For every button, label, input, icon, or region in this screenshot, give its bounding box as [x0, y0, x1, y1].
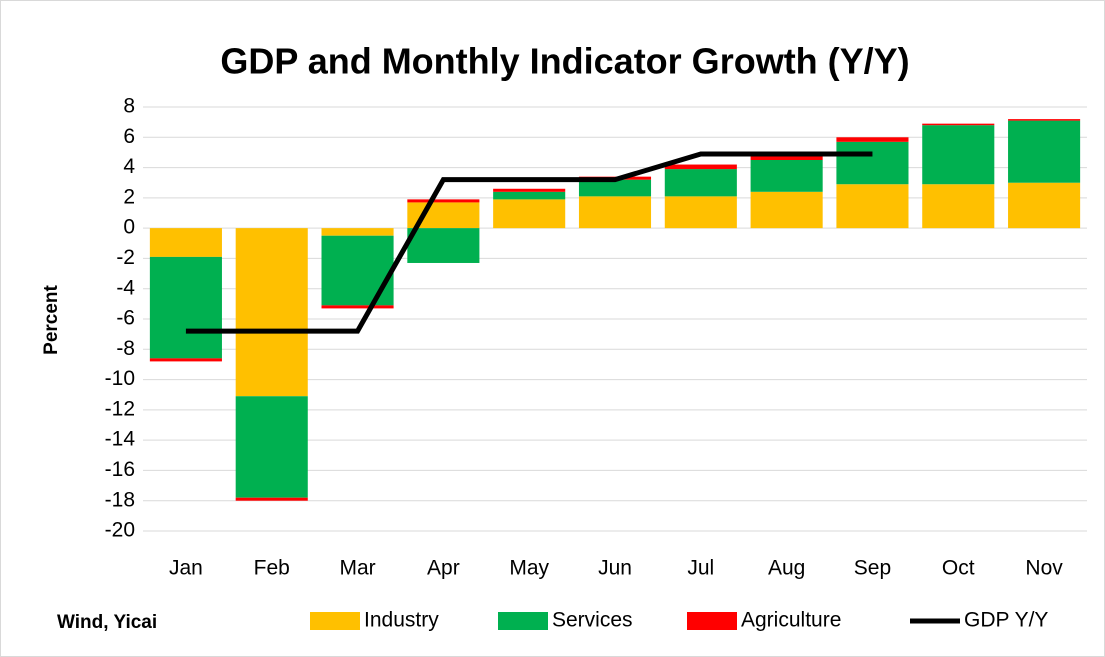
y-tick-label: -2 — [116, 246, 135, 269]
x-tick-label: Jul — [687, 557, 714, 580]
bar-segment — [578, 196, 652, 229]
bar-segment — [321, 235, 394, 306]
x-tick-label: Jun — [598, 557, 632, 580]
y-tick-label: -4 — [116, 276, 135, 299]
y-tick-label: 6 — [123, 125, 135, 148]
bar-segment — [1008, 119, 1081, 121]
legend-label: Industry — [364, 609, 439, 632]
bar-segment — [493, 191, 566, 200]
bar-segment — [750, 191, 823, 229]
y-tick-label: -16 — [105, 458, 135, 481]
x-tick-label: Sep — [854, 557, 891, 580]
x-tick-label: May — [509, 557, 549, 580]
x-tick-label: Apr — [427, 557, 460, 580]
legend-label: Services — [552, 609, 633, 632]
x-tick-label: Mar — [339, 557, 375, 580]
bar-segment — [493, 188, 566, 192]
bar-segment — [235, 396, 308, 498]
y-tick-label: 0 — [123, 216, 135, 239]
bar-segment — [664, 164, 737, 170]
bar-segment — [750, 160, 823, 192]
y-tick-label: -8 — [116, 337, 135, 360]
bar-segment — [235, 228, 308, 397]
bar-segment — [407, 228, 480, 263]
bar-segment — [922, 123, 995, 126]
legend-label: GDP Y/Y — [964, 609, 1048, 632]
x-tick-label: Feb — [254, 557, 290, 580]
x-tick-label: Aug — [768, 557, 805, 580]
bar-segment — [922, 125, 995, 185]
y-tick-label: 4 — [123, 155, 135, 178]
chart-title: GDP and Monthly Indicator Growth (Y/Y) — [220, 41, 909, 82]
y-tick-label: -20 — [105, 519, 135, 542]
bar-segment — [407, 199, 480, 203]
bar-segment — [493, 199, 566, 229]
bar-segment — [836, 184, 909, 229]
bar-segment — [321, 305, 394, 309]
bar-segment — [1008, 120, 1081, 183]
bar-segment — [750, 155, 823, 160]
bar-segment — [836, 137, 909, 142]
y-tick-label: 8 — [123, 95, 135, 118]
bar-segment — [149, 358, 222, 362]
bar-segment — [149, 228, 222, 257]
gdp-line — [185, 151, 873, 334]
legend-label: Agriculture — [741, 609, 841, 632]
legend-swatch — [687, 612, 737, 630]
y-tick-label: -6 — [116, 307, 135, 330]
bar-segment — [235, 497, 308, 501]
y-tick-label: 2 — [123, 185, 135, 208]
bar-segment — [1008, 182, 1081, 229]
bar-segment — [149, 256, 222, 359]
x-tick-label: Oct — [942, 557, 975, 580]
y-axis-label: Percent — [41, 284, 62, 354]
legend-swatch — [310, 612, 360, 630]
y-tick-label: -10 — [105, 367, 135, 390]
bar-segment — [836, 141, 909, 185]
y-tick-label: -18 — [105, 488, 135, 511]
bar-segment — [578, 179, 652, 197]
bar-segment — [664, 196, 737, 229]
x-tick-label: Jan — [169, 557, 203, 580]
x-tick-label: Nov — [1025, 557, 1063, 580]
source: Wind, Yicai — [57, 612, 157, 633]
bar-segment — [922, 184, 995, 229]
legend-swatch — [498, 612, 548, 630]
y-tick-label: -14 — [105, 428, 136, 451]
bar-segment — [664, 169, 737, 197]
y-tick-label: -12 — [105, 397, 135, 420]
bar-segment — [321, 228, 394, 236]
